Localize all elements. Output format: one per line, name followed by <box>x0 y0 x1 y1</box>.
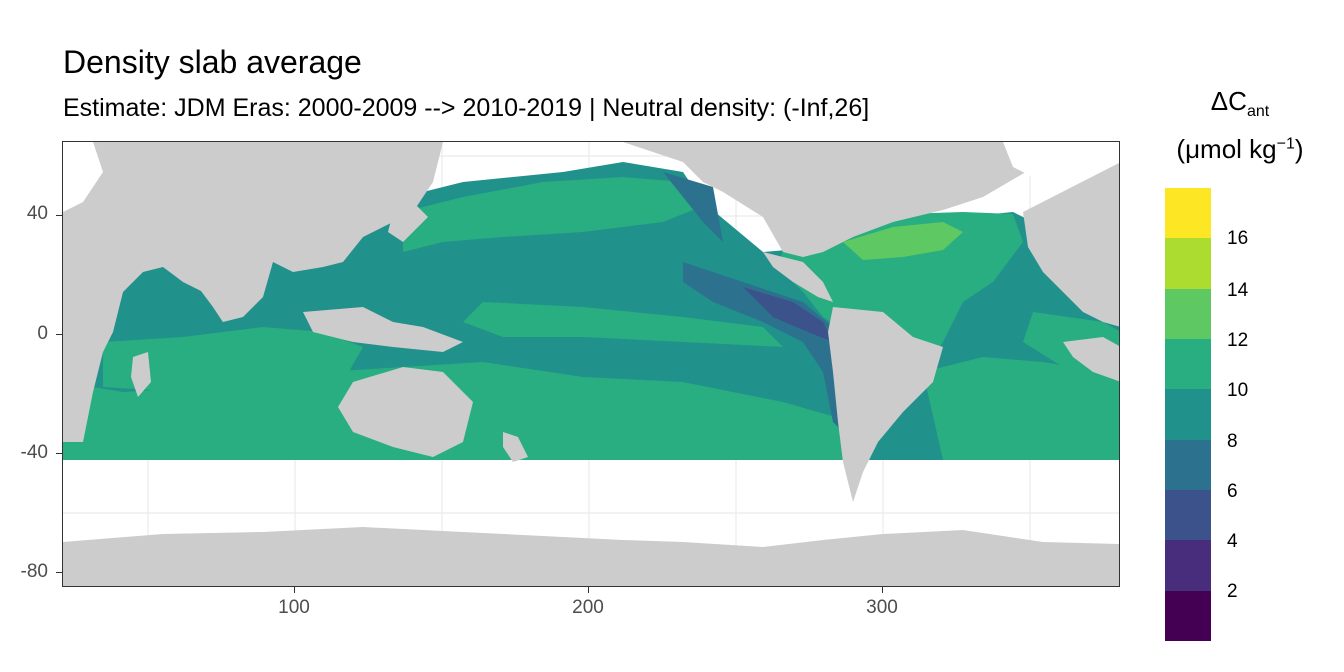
no-data-arctic-west <box>63 142 103 212</box>
no-data-arctic-east <box>1003 142 1119 182</box>
legend-color-bin <box>1165 288 1211 339</box>
legend-color-bin <box>1165 238 1211 289</box>
land <box>63 142 1119 586</box>
land-australia <box>338 367 473 457</box>
land-new-zealand <box>503 432 528 462</box>
land-south-america <box>828 307 943 502</box>
ocean-gulf-alaska <box>663 172 723 242</box>
no-data-areas <box>63 142 1119 212</box>
ocean-north-pacific-band <box>403 177 713 252</box>
ocean-map <box>63 142 1119 586</box>
ocean-atlantic <box>778 212 1023 402</box>
land-north-america <box>623 142 1063 257</box>
legend-label: 12 <box>1227 330 1249 351</box>
legend-color-bin <box>1165 590 1211 641</box>
ocean-east-pacific-min <box>743 287 833 342</box>
land-eurasia-africa <box>63 142 443 442</box>
legend-color-bin <box>1165 439 1211 490</box>
x-tick-mark <box>294 587 295 593</box>
legend-color-bin <box>1165 540 1211 591</box>
legend-color-bin <box>1165 188 1211 239</box>
x-tick-label: 100 <box>278 597 310 618</box>
land-south-africa <box>1063 337 1119 382</box>
y-tick-label: 40 <box>26 203 48 224</box>
plot-subtitle: Estimate: JDM Eras: 2000-2009 --> 2010-2… <box>63 94 870 122</box>
legend-label: 8 <box>1227 431 1238 452</box>
y-tick-label: -40 <box>20 442 48 463</box>
y-tick-mark <box>56 334 62 335</box>
legend-color-bin <box>1165 389 1211 440</box>
ocean-north-atlantic-high <box>843 222 963 260</box>
land-india <box>183 267 238 322</box>
legend-color-bin <box>1165 338 1211 390</box>
land-antarctica <box>63 527 1119 586</box>
ocean-south-atlantic-band <box>923 357 1119 460</box>
legend-title-unit: (μmol kg−1) <box>1176 134 1304 164</box>
y-tick-label: 0 <box>37 323 48 344</box>
ocean-equatorial-band <box>463 302 783 347</box>
y-tick-mark <box>56 453 62 454</box>
legend-label: 10 <box>1227 380 1249 401</box>
ocean-indian <box>103 327 363 392</box>
land-japan <box>388 202 428 242</box>
legend-label: 16 <box>1227 228 1249 249</box>
x-tick-mark <box>882 587 883 593</box>
legend-label: 4 <box>1227 531 1238 552</box>
plot-title: Density slab average <box>63 44 362 80</box>
land-central-america <box>763 252 833 302</box>
legend-colorbar <box>1165 188 1211 641</box>
land-indonesia <box>303 307 463 352</box>
x-tick-label: 200 <box>572 597 604 618</box>
legend-label: 14 <box>1227 280 1249 301</box>
map-panel <box>62 141 1120 587</box>
legend-color-bin <box>1165 489 1211 541</box>
legend-label: 6 <box>1227 481 1238 502</box>
x-tick-label: 300 <box>866 597 898 618</box>
legend-title-symbol: ΔCant <box>1210 86 1270 121</box>
land-madagascar <box>131 352 151 397</box>
land-europe-africa <box>1023 163 1119 327</box>
y-tick-label: -80 <box>20 561 48 582</box>
x-tick-mark <box>588 587 589 593</box>
ocean-east-pacific-low <box>683 262 863 442</box>
y-tick-mark <box>56 572 62 573</box>
legend-label: 2 <box>1227 581 1238 602</box>
y-tick-mark <box>56 215 62 216</box>
